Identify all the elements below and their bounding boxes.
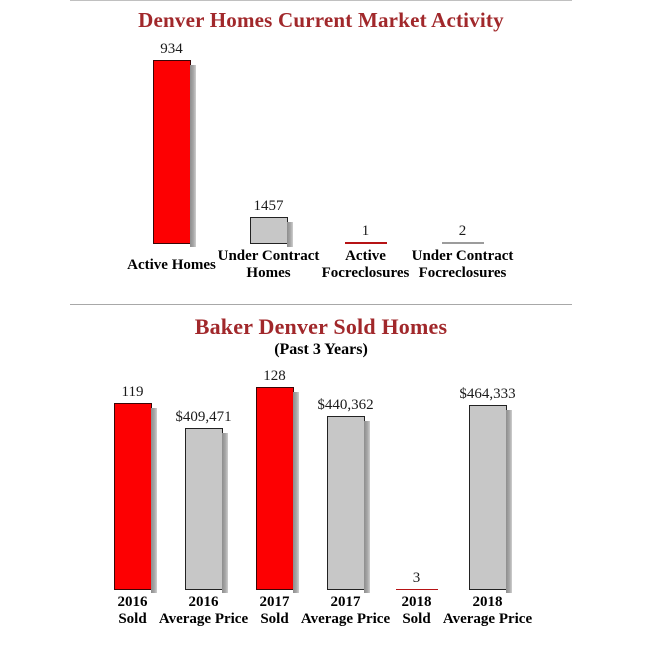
bar-column-activity-0: 934 (123, 37, 220, 247)
bar-column-activity-3: 2 (414, 37, 511, 244)
value-label: 1 (361, 223, 370, 239)
bar (255, 387, 299, 593)
category-label: 2018 Average Price (442, 594, 533, 627)
category-label: Active Focreclosures (321, 248, 410, 281)
value-label: 128 (263, 368, 286, 384)
value-label: $464,333 (459, 386, 516, 402)
bar (344, 242, 387, 244)
category-label: 2016 Average Price (158, 594, 249, 627)
bar (249, 217, 293, 247)
bar-column-sold-1: $409,471 (168, 363, 239, 593)
chart-baker-sold-homes: Baker Denver Sold Homes (Past 3 Years) 1… (70, 305, 572, 629)
value-label: $409,471 (175, 409, 232, 425)
bar-column-sold-0: 119 (97, 363, 168, 593)
bar (184, 428, 228, 593)
category-label: 2018 Sold (401, 594, 432, 627)
category-label: Under Contract Homes (217, 248, 320, 281)
chart-title: Denver Homes Current Market Activity (138, 8, 504, 32)
report-frame: Denver Homes Current Market Activity 934… (70, 0, 572, 629)
chart-subtitle: (Past 3 Years) (274, 341, 368, 358)
bar (113, 403, 157, 593)
category-label: 2016 Sold (117, 594, 148, 627)
category-axis-market-activity: Active Homes Under Contract Homes Active Foc… (123, 247, 514, 283)
bar-column-sold-2: 128 (239, 363, 310, 593)
category-label: 2017 Sold (259, 594, 290, 627)
chart-denver-market-activity: Denver Homes Current Market Activity 934… (70, 1, 572, 283)
value-label: 1457 (253, 198, 284, 214)
section-divider (70, 304, 572, 305)
category-label: 2017 Average Price (300, 594, 391, 627)
bar-column-activity-1: 1457 (220, 37, 317, 247)
value-label: $440,362 (317, 397, 374, 413)
category-label: Active Homes (127, 256, 216, 273)
bar (441, 242, 484, 244)
bar-column-activity-2: 1 (317, 37, 414, 244)
bar (395, 589, 438, 590)
category-label: Under Contract Focreclosures (411, 248, 514, 281)
value-label: 934 (160, 41, 183, 57)
bar-column-sold-4: 3 (381, 363, 452, 590)
chart-title: Baker Denver Sold Homes (194, 314, 448, 339)
plot-area-market-activity: 934 1457 1 2 (123, 37, 511, 247)
bar (152, 60, 196, 247)
value-label: 2 (458, 223, 467, 239)
bar-column-sold-3: $440,362 (310, 363, 381, 593)
category-axis-sold-homes: 2016 Sold 2016 Average Price 2017 Sold 2017 Ave… (97, 593, 533, 629)
bar-column-sold-5: $464,333 (452, 363, 523, 593)
value-label: 3 (412, 570, 421, 586)
bar (326, 416, 370, 593)
value-label: 119 (121, 384, 144, 400)
bar (468, 405, 512, 593)
plot-area-sold-homes: 119 $409,471 128 $440,362 3 $464,333 (97, 363, 523, 593)
